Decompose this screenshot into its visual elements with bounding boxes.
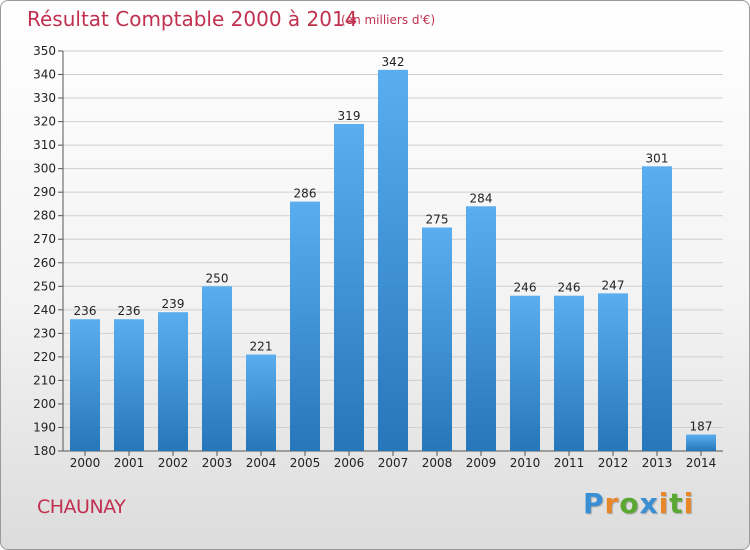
bar-2002 (158, 312, 188, 451)
value-label: 187 (690, 420, 713, 434)
y-tick-label: 180 (33, 444, 56, 458)
y-tick-label: 350 (33, 44, 56, 58)
x-tick-label: 2001 (114, 456, 145, 470)
x-tick-label: 2007 (378, 456, 409, 470)
chart-title: Résultat Comptable 2000 à 2014 (27, 7, 358, 31)
y-tick-label: 300 (33, 162, 56, 176)
x-tick-label: 2004 (246, 456, 277, 470)
x-tick-label: 2013 (642, 456, 673, 470)
logo-letter: x (639, 487, 659, 520)
value-label: 236 (118, 304, 141, 318)
bar-2013 (642, 166, 672, 451)
bar-2001 (114, 319, 144, 451)
value-label: 286 (294, 187, 317, 201)
bar-2004 (246, 354, 276, 451)
value-label: 247 (602, 278, 625, 292)
x-tick-label: 2000 (70, 456, 101, 470)
y-tick-label: 190 (33, 420, 56, 434)
y-tick-label: 340 (33, 68, 56, 82)
bar-2008 (422, 227, 452, 451)
y-tick-label: 200 (33, 397, 56, 411)
value-label: 250 (206, 271, 229, 285)
logo-letter: i (683, 487, 695, 520)
y-tick-label: 290 (33, 185, 56, 199)
value-label: 342 (382, 55, 405, 69)
x-tick-label: 2008 (422, 456, 453, 470)
y-tick-label: 210 (33, 373, 56, 387)
city-name: CHAUNAY (37, 496, 126, 518)
bar-2009 (466, 206, 496, 451)
y-tick-label: 330 (33, 91, 56, 105)
y-tick-label: 320 (33, 115, 56, 129)
logo-letter: i (658, 487, 670, 520)
value-label: 319 (338, 109, 361, 123)
x-tick-label: 2005 (290, 456, 321, 470)
value-label: 221 (250, 340, 273, 354)
x-tick-label: 2002 (158, 456, 189, 470)
value-label: 246 (514, 281, 537, 295)
x-tick-label: 2014 (686, 456, 717, 470)
x-tick-label: 2012 (598, 456, 629, 470)
bar-2010 (510, 295, 540, 451)
logo-letter: t (669, 487, 684, 520)
value-label: 301 (646, 151, 669, 165)
proxiti-logo: Proxiti (583, 487, 694, 520)
y-tick-label: 250 (33, 279, 56, 293)
y-tick-label: 270 (33, 232, 56, 246)
bar-2012 (598, 293, 628, 451)
bar-2003 (202, 286, 232, 451)
logo-letter: P (583, 487, 605, 520)
y-tick-label: 280 (33, 209, 56, 223)
y-tick-label: 240 (33, 303, 56, 317)
logo-letter: r (604, 487, 620, 520)
x-tick-label: 2009 (466, 456, 497, 470)
value-label: 275 (426, 212, 449, 226)
value-label: 284 (470, 191, 493, 205)
bar-2000 (70, 319, 100, 451)
logo-letter: o (619, 487, 640, 520)
bar-2006 (334, 123, 364, 452)
value-label: 239 (162, 297, 185, 311)
value-label: 236 (74, 304, 97, 318)
y-tick-label: 230 (33, 326, 56, 340)
bar-2007 (378, 69, 408, 451)
chart-unit-subtitle: (en milliers d'€) (341, 13, 436, 27)
bar-2005 (290, 201, 320, 451)
y-tick-label: 260 (33, 256, 56, 270)
y-tick-label: 220 (33, 350, 56, 364)
value-label: 246 (558, 281, 581, 295)
x-tick-label: 2003 (202, 456, 233, 470)
bar-2014 (686, 434, 716, 451)
x-tick-label: 2011 (554, 456, 585, 470)
x-tick-label: 2010 (510, 456, 541, 470)
y-tick-label: 310 (33, 138, 56, 152)
x-tick-label: 2006 (334, 456, 365, 470)
bar-2011 (554, 295, 584, 451)
